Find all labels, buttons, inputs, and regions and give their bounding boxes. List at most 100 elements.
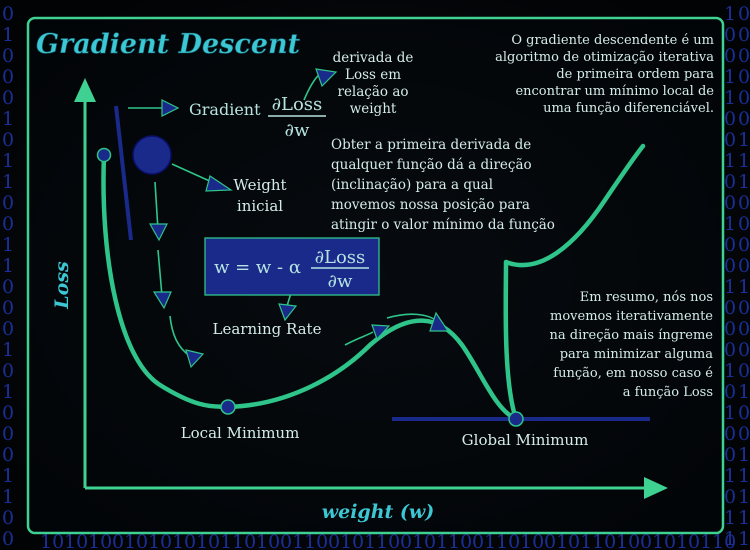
binary-digit: 1	[724, 66, 736, 88]
binary-digit: 0	[724, 234, 736, 256]
axes	[74, 78, 668, 499]
binary-digit: 01	[160, 531, 184, 550]
binary-digit: 1	[738, 150, 750, 172]
binary-digit: 0	[2, 87, 14, 109]
binary-digit: 0	[724, 171, 736, 193]
binary-digit: 01	[184, 531, 208, 550]
binary-digit: 0	[2, 402, 14, 424]
binary-digit: 1	[738, 129, 750, 151]
binary-digit: 1	[724, 507, 736, 529]
binary-digit: 01	[352, 531, 376, 550]
binary-digit: 10	[256, 531, 280, 550]
binary-digit: 0	[738, 24, 750, 46]
weight-initial-line: Weight	[233, 176, 286, 194]
binary-digit: 0	[2, 507, 14, 529]
binary-digit: 01	[640, 531, 664, 550]
binary-digit: 10	[88, 531, 112, 550]
summary-line: na direção mais íngreme	[550, 328, 714, 343]
update-rule-lhs: w = w - α	[214, 257, 301, 278]
descent-arrow-2	[157, 249, 163, 297]
binary-digit: 0	[724, 24, 736, 46]
summary-line: movemos iterativamente	[550, 309, 713, 324]
binary-digit: 0	[724, 339, 736, 361]
direction-note-line: atingir o valor mínimo da função	[331, 217, 555, 233]
binary-digit: 1	[2, 465, 14, 487]
binary-digit: 0	[738, 234, 750, 256]
derivative-note-line: derivada de	[333, 50, 414, 66]
intro-line: de primeira ordem para	[556, 67, 714, 82]
binary-digit: 0	[738, 66, 750, 88]
binary-digit: 1	[738, 276, 750, 298]
binary-digit: 0	[738, 423, 750, 445]
binary-digit: 01	[136, 531, 160, 550]
binary-digit: 1	[738, 465, 750, 487]
descent-arrowhead-1	[148, 223, 168, 242]
weight-pointer-arrow	[171, 163, 215, 184]
intro-paragraph: O gradiente descendente é um algoritmo d…	[495, 33, 714, 116]
binary-digit: 1	[2, 381, 14, 403]
binary-digit: 10	[376, 531, 400, 550]
binary-digit: 0	[724, 255, 736, 277]
summary-line: Em resumo, nós nos	[580, 290, 713, 305]
descent-arrow-1	[154, 181, 159, 231]
diagram-title: Gradient Descent	[36, 29, 301, 60]
binary-digit: 01	[112, 531, 136, 550]
descent-arrowhead-2	[152, 291, 172, 310]
binary-digit: 01	[664, 531, 688, 550]
binary-digit: 1	[2, 24, 14, 46]
binary-digits-decoration: 0100010110011000101000110010011001001001…	[2, 3, 750, 550]
global-minimum-label: Global Minimum	[462, 431, 589, 449]
loss-curve	[101, 143, 646, 422]
binary-digit: 1	[724, 360, 736, 382]
gradient-label: Gradient	[189, 100, 261, 119]
summary-line: a função Loss	[623, 385, 713, 400]
binary-digit: 1	[738, 507, 750, 529]
intro-line: encontrar um mínimo local de	[515, 84, 714, 99]
weight-ball	[132, 135, 172, 175]
descent-arrowhead-3	[185, 349, 205, 369]
binary-digit: 0	[724, 108, 736, 130]
direction-note-line: qualquer função dá a direção	[331, 157, 532, 173]
weight-pointer-arrowhead	[205, 175, 233, 192]
binary-digit: 01	[424, 531, 448, 550]
summary-paragraph: Em resumo, nós nos movemos iterativament…	[550, 290, 714, 400]
binary-digit: 0	[2, 318, 14, 340]
binary-digit: 0	[738, 87, 750, 109]
binary-digit: 01	[280, 531, 304, 550]
direction-note-line: movemos nossa posição para	[331, 197, 530, 213]
update-rule-box	[204, 237, 380, 296]
binary-digit: 1	[724, 402, 736, 424]
binary-digit: 0	[724, 45, 736, 67]
binary-digit: 01	[544, 531, 568, 550]
local-minimum-label: Local Minimum	[181, 424, 300, 442]
binary-digit: 0	[724, 444, 736, 466]
direction-note-line: (inclinação) para a qual	[331, 177, 493, 193]
binary-digit: 0	[738, 108, 750, 130]
derivative-note-line: weight	[350, 101, 397, 117]
intro-line: uma função diferenciável.	[543, 101, 714, 116]
binary-digit: 0	[738, 402, 750, 424]
weight-initial-label: Weight inicial	[233, 176, 286, 215]
binary-digit: 0	[2, 297, 14, 319]
binary-digit: 0	[738, 213, 750, 235]
binary-digit: 10	[448, 531, 472, 550]
binary-digit: 10	[64, 531, 88, 550]
binary-digit: 1	[738, 381, 750, 403]
binary-digit: 1	[724, 3, 736, 25]
binary-digit: 0	[2, 360, 14, 382]
binary-digit: 10	[232, 531, 256, 550]
binary-digit: 0	[724, 129, 736, 151]
binary-digit: 10	[712, 531, 736, 550]
overshoot-arrow-1	[344, 331, 374, 346]
binary-digit: 0	[724, 381, 736, 403]
binary-digit: 1	[724, 87, 736, 109]
binary-digit: 0	[724, 297, 736, 319]
summary-line: para minimizar alguma	[560, 347, 714, 362]
binary-digit: 1	[2, 171, 14, 193]
binary-digit: 1	[2, 150, 14, 172]
binary-digit: 0	[2, 423, 14, 445]
local-minimum-point	[220, 399, 236, 415]
binary-digit: 10	[592, 531, 616, 550]
binary-digit: 01	[208, 531, 232, 550]
gradient-denominator: ∂w	[285, 120, 310, 141]
